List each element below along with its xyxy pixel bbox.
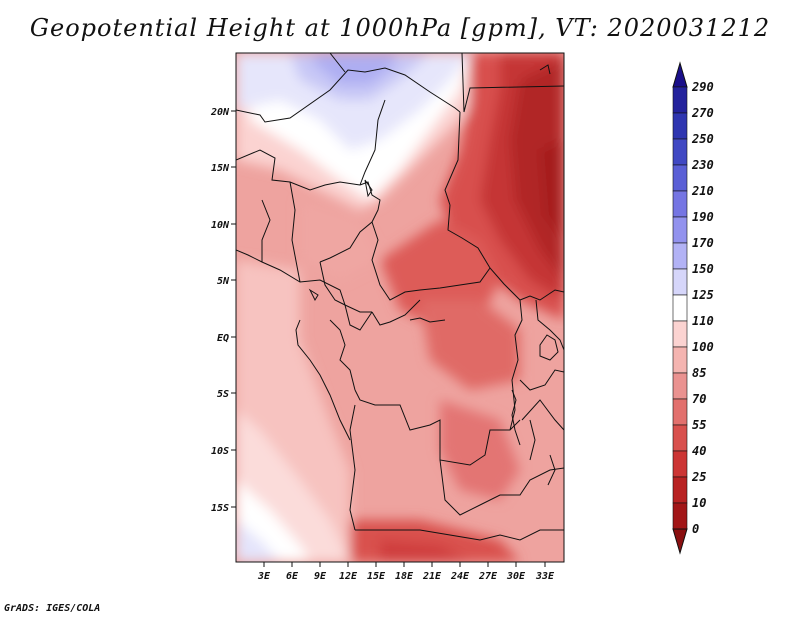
longitude-axis: 3E 6E 9E 12E 15E 18E 21E 24E 27E 30E 33E [257, 562, 555, 582]
country-borders [236, 53, 564, 541]
colorbar-swatch [672, 450, 688, 478]
colorbar-label: 150 [692, 262, 714, 276]
lat-label: EQ [217, 333, 229, 344]
lat-label: 5S [217, 389, 229, 400]
colorbar: 2902702502302101901701501251101008570554… [672, 61, 714, 555]
lat-label: 20N [210, 107, 230, 118]
lon-label: 9E [314, 571, 327, 582]
lat-label: 15S [211, 503, 229, 514]
colorbar-label: 70 [692, 392, 706, 406]
colorbar-swatch [672, 320, 688, 348]
lon-label: 24E [450, 571, 470, 582]
colorbar-swatch [672, 112, 688, 140]
colorbar-swatch [672, 138, 688, 166]
lon-label: 15E [367, 571, 386, 582]
lon-label: 30E [506, 571, 526, 582]
colorbar-swatch [672, 502, 688, 530]
map-frame [235, 52, 565, 563]
colorbar-swatch [672, 476, 688, 504]
colorbar-top-arrow [672, 61, 688, 88]
colorbar-label: 170 [692, 236, 714, 250]
colorbar-swatch [672, 216, 688, 244]
lat-label: 10S [211, 446, 229, 457]
lon-label: 12E [339, 571, 358, 582]
colorbar-label: 230 [691, 158, 714, 172]
lon-label: 27E [478, 571, 498, 582]
map-title: Geopotential Height at 1000hPa [gpm], VT… [29, 14, 771, 42]
colorbar-label: 100 [692, 340, 714, 354]
geopotential-field [236, 53, 564, 562]
lon-label: 18E [395, 571, 414, 582]
colorbar-label: 190 [692, 210, 714, 224]
lat-label: 15N [211, 163, 230, 174]
colorbar-label: 10 [692, 496, 706, 510]
colorbar-swatch [672, 346, 688, 374]
colorbar-label: 125 [692, 288, 714, 302]
colorbar-label: 270 [691, 106, 714, 120]
colorbar-swatch [672, 190, 688, 218]
lon-label: 21E [422, 571, 442, 582]
colorbar-bottom-arrow [672, 528, 688, 555]
colorbar-swatch [672, 294, 688, 322]
lat-label: 10N [211, 220, 230, 231]
lon-label: 6E [286, 571, 299, 582]
colorbar-label: 250 [691, 132, 714, 146]
colorbar-swatch [672, 372, 688, 400]
colorbar-swatch [672, 398, 688, 426]
colorbar-swatch [672, 268, 688, 296]
lat-label: 5N [217, 276, 230, 287]
colorbar-label: 85 [692, 366, 706, 380]
colorbar-label: 290 [691, 80, 714, 94]
lon-label: 3E [257, 571, 271, 582]
latitude-axis: 20N 15N 10N 5N EQ 5S 10S 15S [210, 107, 236, 514]
colorbar-label: 210 [691, 184, 714, 198]
colorbar-label: 0 [692, 522, 699, 536]
colorbar-label: 110 [692, 314, 714, 328]
colorbar-swatch [672, 86, 688, 114]
credit-label: GrADS: IGES/COLA [4, 603, 101, 614]
lon-label: 33E [535, 571, 555, 582]
colorbar-label: 25 [691, 470, 706, 484]
colorbar-label: 55 [692, 418, 706, 432]
colorbar-swatch [672, 424, 688, 452]
colorbar-swatch [672, 164, 688, 192]
colorbar-swatch [672, 242, 688, 270]
colorbar-label: 40 [692, 444, 706, 458]
